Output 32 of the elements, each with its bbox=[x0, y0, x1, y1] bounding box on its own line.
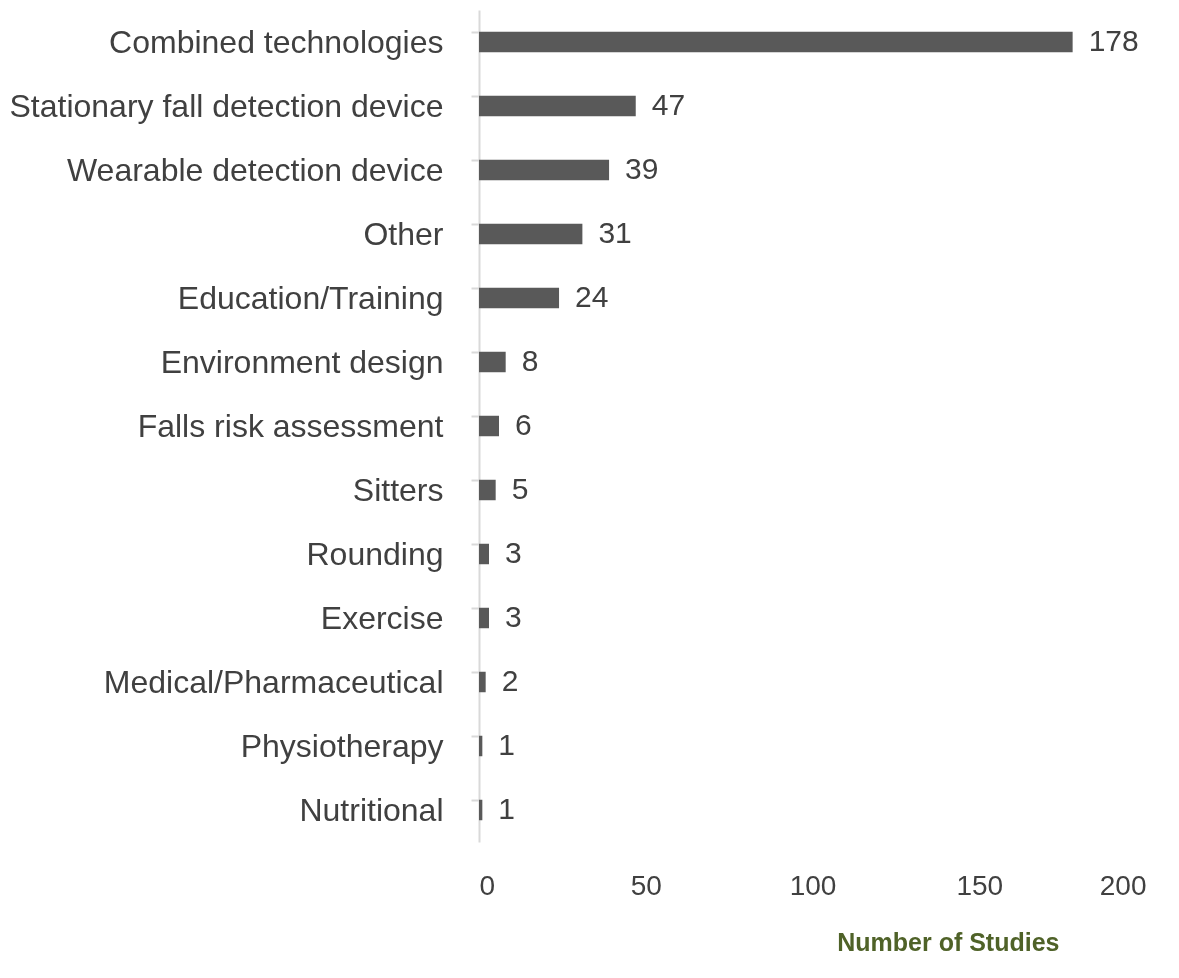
y-tick-label: Other bbox=[363, 215, 444, 252]
x-tick-label: 50 bbox=[630, 869, 662, 901]
x-tick-label: 150 bbox=[956, 869, 1004, 901]
y-tick-label: Medical/Pharmaceutical bbox=[103, 663, 444, 700]
y-tick-label: Wearable detection device bbox=[66, 151, 444, 188]
x-tick-label: 100 bbox=[789, 869, 837, 901]
data-label: 6 bbox=[515, 408, 532, 441]
data-label: 1 bbox=[498, 792, 516, 825]
data-label: 2 bbox=[501, 664, 519, 697]
data-label: 1 bbox=[498, 728, 516, 761]
data-label: 5 bbox=[511, 472, 529, 505]
data-label: 3 bbox=[505, 536, 522, 569]
y-tick-label: Physiotherapy bbox=[240, 727, 444, 764]
data-label: 47 bbox=[651, 88, 686, 121]
y-tick-label: Exercise bbox=[320, 599, 444, 636]
y-tick-label: Sitters bbox=[352, 471, 444, 508]
y-tick-label: Environment design bbox=[160, 343, 444, 380]
data-label: 8 bbox=[521, 344, 539, 377]
y-tick-label: Education/Training bbox=[177, 279, 444, 316]
y-tick-label: Falls risk assessment bbox=[137, 407, 444, 444]
data-label: 3 bbox=[505, 600, 522, 633]
y-tick-label: Nutritional bbox=[299, 791, 444, 828]
y-tick-label: Stationary fall detection device bbox=[9, 87, 444, 124]
x-axis-title: Number of Studies bbox=[837, 927, 1060, 956]
data-label: 39 bbox=[625, 152, 659, 185]
y-tick-label: Rounding bbox=[306, 535, 444, 572]
y-tick-label: Combined technologies bbox=[109, 23, 444, 60]
x-tick-label: 0 bbox=[479, 869, 496, 901]
data-label: 31 bbox=[598, 216, 632, 249]
x-tick-label: 200 bbox=[1099, 869, 1147, 901]
data-label: 24 bbox=[575, 280, 609, 313]
data-label: 178 bbox=[1088, 24, 1139, 57]
